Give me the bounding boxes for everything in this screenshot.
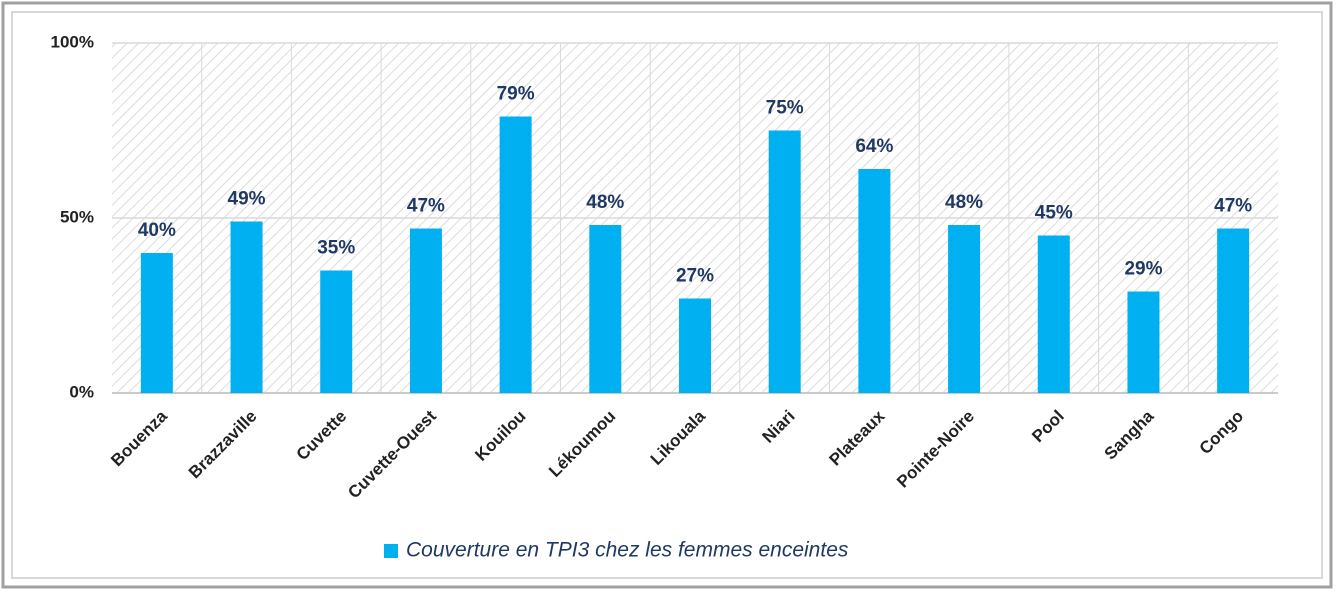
y-tick-label: 0%: [69, 382, 94, 401]
value-label: 35%: [317, 238, 355, 259]
value-label: 47%: [407, 196, 445, 217]
value-label: 49%: [228, 189, 266, 210]
bar: [409, 228, 442, 393]
y-tick-label: 100%: [51, 32, 94, 51]
bar: [589, 225, 622, 393]
value-label: 45%: [1035, 203, 1073, 224]
value-label: 79%: [497, 84, 535, 105]
bar: [1127, 291, 1160, 393]
bar: [1217, 228, 1250, 393]
value-label: 47%: [1214, 196, 1252, 217]
bar: [320, 270, 353, 393]
legend-label: Couverture en TPI3 chez les femmes encei…: [406, 539, 849, 562]
bar: [230, 221, 263, 393]
bar: [679, 298, 711, 393]
bar: [1037, 235, 1070, 393]
value-label: 40%: [138, 220, 176, 241]
value-label: 75%: [766, 98, 804, 119]
legend-swatch: [384, 544, 398, 558]
value-label: 27%: [676, 266, 714, 287]
value-label: 29%: [1124, 259, 1162, 280]
bar: [140, 253, 173, 393]
value-label: 48%: [945, 192, 983, 213]
y-tick-label: 50%: [60, 207, 94, 226]
bar: [858, 169, 891, 393]
value-label: 48%: [586, 192, 624, 213]
bar: [499, 116, 532, 393]
bar: [768, 130, 801, 393]
value-label: 64%: [855, 136, 893, 157]
bar: [948, 225, 981, 393]
inner-frame: [11, 11, 1323, 579]
